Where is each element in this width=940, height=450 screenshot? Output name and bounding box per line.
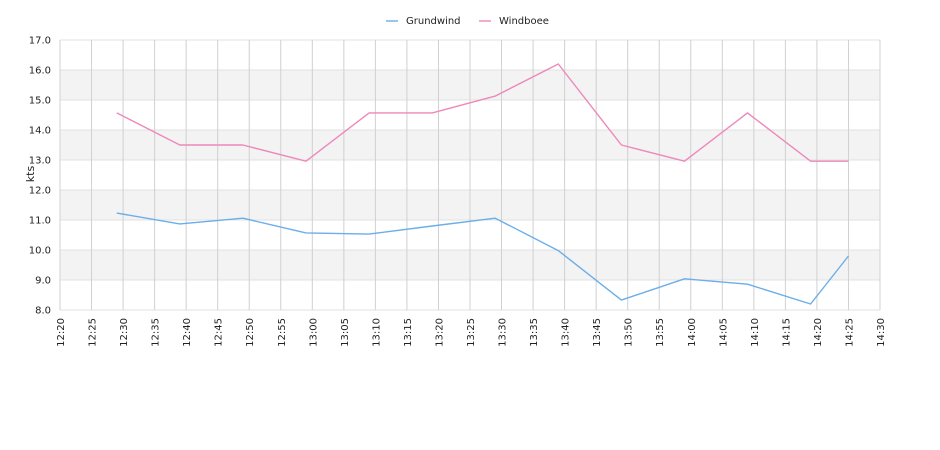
y-tick-label: 11.0: [29, 216, 51, 227]
x-tick-label: 14:15: [781, 318, 792, 347]
x-tick-label: 13:10: [371, 318, 382, 347]
x-tick-label: 12:25: [88, 318, 99, 347]
y-tick-label: 8.0: [35, 306, 51, 317]
plot-series: [116, 63, 850, 305]
series-line-grundwind: [116, 212, 850, 305]
y-tick-label: 17.0: [29, 36, 51, 47]
legend-label: Grundwind: [406, 16, 461, 27]
x-tick-label: 14:20: [813, 318, 824, 347]
x-tick-label: 14:25: [844, 318, 855, 347]
x-tick-label: 13:35: [529, 318, 540, 347]
x-tick-label: 13:40: [561, 318, 572, 347]
x-tick-label: 13:20: [434, 318, 445, 347]
x-tick-label: 13:25: [466, 318, 477, 347]
x-tick-label: 12:55: [277, 318, 288, 347]
plot-grid: [59, 39, 881, 311]
x-tick-label: 14:30: [876, 318, 887, 347]
y-tick-label: 13.0: [29, 156, 51, 167]
y-tick-label: 12.0: [29, 186, 51, 197]
x-tick-label: 12:30: [119, 318, 130, 347]
x-tick-label: 14:05: [718, 318, 729, 347]
x-tick-label: 14:10: [750, 318, 761, 347]
x-tick-label: 13:15: [403, 318, 414, 347]
series-line-windboee: [116, 63, 849, 162]
y-tick-label: 14.0: [29, 126, 51, 137]
x-tick-label: 13:55: [655, 318, 666, 347]
y-tick-label: 15.0: [29, 96, 51, 107]
x-tick-label: 13:50: [624, 318, 635, 347]
x-tick-label: 12:35: [151, 318, 162, 347]
y-axis-title: kts: [24, 166, 37, 183]
x-axis-ticks: 12:20 12:25 12:30 12:35 12:40 12:45 12:50 12:55…: [56, 318, 887, 347]
x-tick-label: 13:30: [498, 318, 509, 347]
y-tick-label: 9.0: [35, 276, 51, 287]
y-tick-label: 16.0: [29, 66, 51, 77]
x-tick-label: 13:05: [340, 318, 351, 347]
y-tick-label: 10.0: [29, 246, 51, 257]
y-axis-ticks: 8.0 9.0 10.0 11.0 12.0 13.0 14.0 15.0 16.0 17.0: [29, 36, 51, 317]
x-tick-label: 13:00: [308, 318, 319, 347]
x-tick-label: 13:45: [592, 318, 603, 347]
legend: Grundwind Windboee: [386, 16, 549, 27]
x-tick-label: 12:40: [182, 318, 193, 347]
x-tick-label: 12:50: [245, 318, 256, 347]
x-tick-label: 12:20: [56, 318, 67, 347]
x-tick-label: 14:00: [687, 318, 698, 347]
legend-label: Windboee: [499, 16, 549, 27]
x-tick-label: 12:45: [214, 318, 225, 347]
